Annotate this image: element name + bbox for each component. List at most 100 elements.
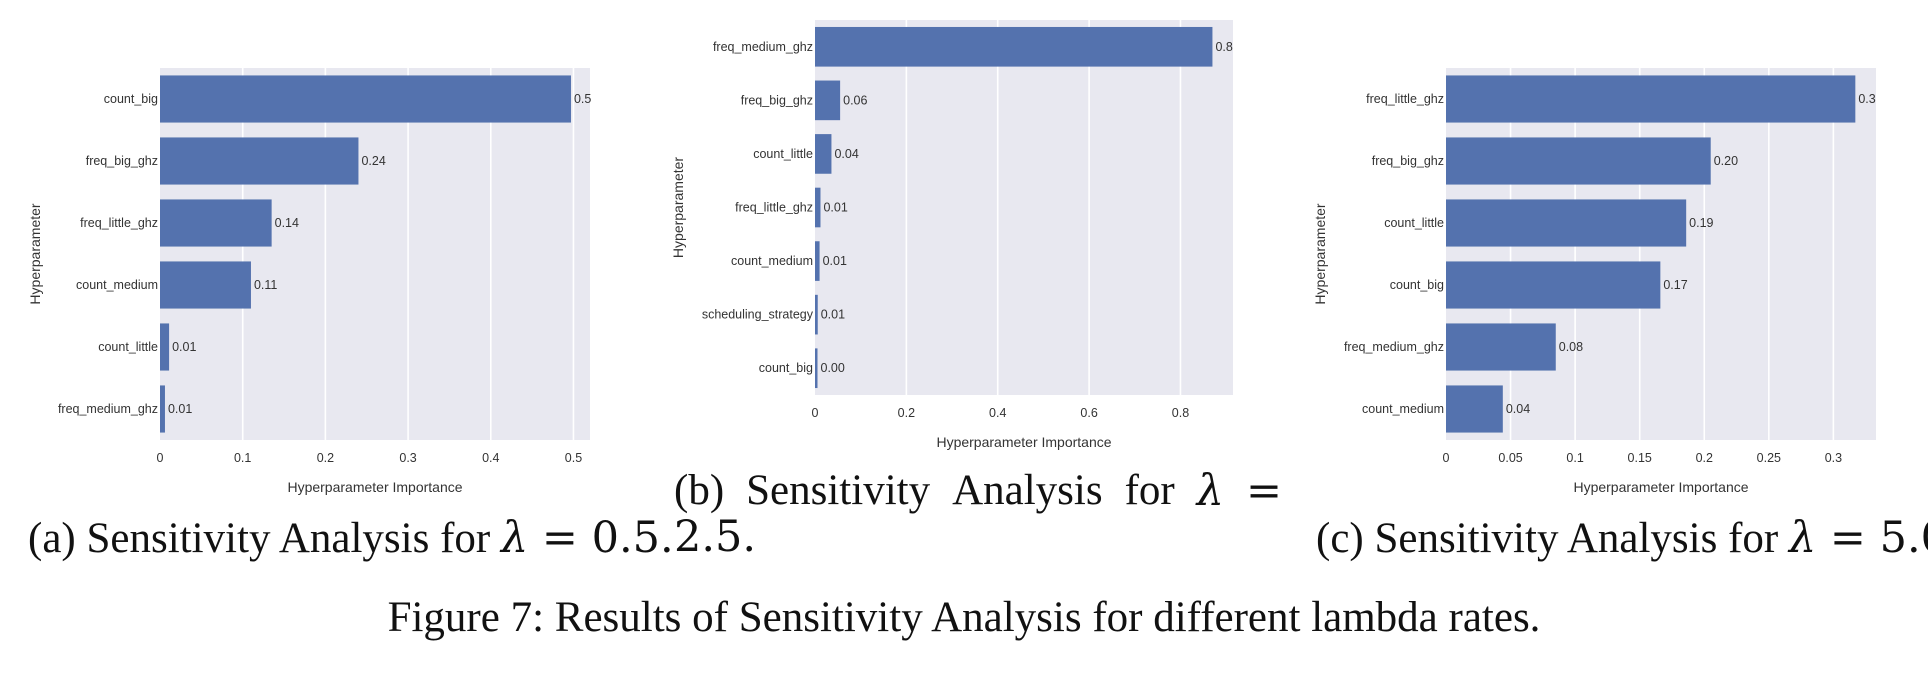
- bar: [815, 187, 821, 228]
- y-axis-title: Hyperparameter: [27, 203, 43, 304]
- bar: [1446, 199, 1687, 247]
- figure-caption: Figure 7: Results of Sensitivity Analysi…: [387, 594, 1541, 641]
- bar: [1446, 75, 1856, 123]
- value-label: 0.01: [821, 308, 845, 322]
- y-tick-label: freq_little_ghz: [80, 216, 158, 230]
- x-tick-label: 0.05: [1498, 451, 1522, 465]
- value-label: 0.00: [821, 361, 845, 375]
- caption-b-word-1: (b): [674, 467, 725, 514]
- y-tick-label: count_medium: [1362, 402, 1444, 416]
- y-tick-label: count_little: [1384, 216, 1444, 230]
- value-label: 0.19: [1689, 216, 1713, 230]
- y-tick-label: freq_big_ghz: [1372, 154, 1444, 168]
- bar: [815, 348, 818, 389]
- plot-area: [1446, 68, 1876, 440]
- y-tick-label: freq_medium_ghz: [58, 402, 158, 416]
- x-axis-title: Hyperparameter Importance: [1573, 479, 1748, 495]
- x-tick-label: 0.25: [1757, 451, 1781, 465]
- x-axis-title: Hyperparameter Importance: [287, 479, 462, 495]
- y-tick-label: count_little: [753, 147, 813, 161]
- caption-a-text: (a) Sensitivity Analysis for: [28, 515, 501, 562]
- bar: [160, 385, 165, 433]
- bar: [815, 294, 818, 335]
- chart-b: 0 0.2 0.4 0.6 0.8 freq_medium_ghz 0.8 freq_big_…: [670, 20, 1233, 450]
- chart-a: 0 0.1 0.2 0.3 0.4 0.5 count_big 0.5 freq_big_ghz…: [27, 68, 591, 495]
- bar: [1446, 137, 1711, 185]
- bar: [815, 80, 841, 121]
- value-label: 0.01: [823, 201, 847, 215]
- bar: [815, 241, 820, 281]
- bar: [1446, 323, 1556, 371]
- y-tick-label: count_big: [1390, 278, 1444, 292]
- y-tick-label: count_little: [98, 340, 158, 354]
- x-tick-label: 0: [1443, 451, 1450, 465]
- caption-b-eq: =: [1245, 466, 1282, 516]
- x-axis-title: Hyperparameter Importance: [936, 434, 1111, 450]
- value-label: 0.01: [168, 402, 192, 416]
- y-tick-label: count_medium: [731, 254, 813, 268]
- bar: [160, 199, 272, 247]
- caption-b-number: 2.5.: [674, 512, 757, 562]
- value-label: 0.08: [1559, 340, 1583, 354]
- y-axis-title: Hyperparameter: [670, 157, 686, 258]
- y-tick-label: freq_little_ghz: [735, 201, 813, 215]
- value-label: 0.17: [1663, 278, 1687, 292]
- value-label: 0.11: [254, 278, 277, 292]
- caption-b-lambda: λ: [1196, 466, 1224, 516]
- x-tick-label: 0.15: [1628, 451, 1652, 465]
- x-tick-label: 0.5: [565, 451, 582, 465]
- bar: [815, 134, 832, 174]
- caption-b: (b) Sensitivity Analysis for λ = 2.5.: [674, 466, 1282, 562]
- value-label: 0.5: [574, 92, 591, 106]
- caption-b-word-2: Sensitivity: [746, 467, 931, 514]
- x-tick-label: 0: [157, 451, 164, 465]
- value-label: 0.14: [275, 216, 299, 230]
- x-tick-label: 0.6: [1080, 406, 1097, 420]
- x-tick-label: 0: [812, 406, 819, 420]
- y-tick-label: count_big: [759, 361, 813, 375]
- bar: [1446, 385, 1503, 433]
- bar: [160, 261, 251, 309]
- caption-b-word-4: for: [1124, 467, 1175, 514]
- y-tick-label: freq_big_ghz: [741, 93, 813, 107]
- y-tick-label: scheduling_strategy: [702, 308, 814, 322]
- bar: [815, 26, 1213, 67]
- bar: [160, 137, 359, 185]
- value-label: 0.3: [1858, 92, 1875, 106]
- value-label: 0.06: [843, 93, 867, 107]
- chart-c: 0 0.05 0.1 0.15 0.2 0.25 0.3 freq_little_ghz 0.3…: [1312, 68, 1876, 495]
- x-tick-label: 0.2: [317, 451, 334, 465]
- x-tick-label: 0.3: [399, 451, 416, 465]
- x-tick-label: 0.3: [1825, 451, 1842, 465]
- value-label: 0.20: [1714, 154, 1738, 168]
- y-tick-label: count_big: [104, 92, 158, 106]
- plot-area: [815, 20, 1233, 395]
- caption-c: (c) Sensitivity Analysis for λ = 5.0.: [1316, 515, 1928, 562]
- y-tick-label: freq_big_ghz: [86, 154, 158, 168]
- x-tick-label: 0.4: [989, 406, 1006, 420]
- value-label: 0.04: [1506, 402, 1530, 416]
- bar: [160, 75, 571, 123]
- value-label: 0.24: [361, 154, 385, 168]
- value-label: 0.01: [172, 340, 196, 354]
- value-label: 0.04: [834, 147, 858, 161]
- bar: [160, 323, 170, 371]
- x-tick-label: 0.1: [234, 451, 251, 465]
- y-tick-label: count_medium: [76, 278, 158, 292]
- caption-c-eq: = 5.0.: [1829, 513, 1928, 563]
- y-tick-label: freq_little_ghz: [1366, 92, 1444, 106]
- y-tick-label: freq_medium_ghz: [713, 40, 813, 54]
- y-axis-title: Hyperparameter: [1312, 203, 1328, 304]
- value-label: 0.8: [1215, 40, 1232, 54]
- caption-b-word-3: Analysis: [952, 467, 1103, 514]
- x-tick-label: 0.4: [482, 451, 499, 465]
- bar: [1446, 261, 1661, 309]
- x-tick-label: 0.2: [1696, 451, 1713, 465]
- x-tick-label: 0.1: [1566, 451, 1583, 465]
- plot-area: [160, 68, 590, 440]
- x-tick-label: 0.2: [898, 406, 915, 420]
- x-tick-label: 0.8: [1172, 406, 1189, 420]
- caption-c-text: (c) Sensitivity Analysis for: [1316, 515, 1789, 562]
- caption-c-lambda: λ: [1788, 513, 1817, 563]
- y-tick-label: freq_medium_ghz: [1344, 340, 1444, 354]
